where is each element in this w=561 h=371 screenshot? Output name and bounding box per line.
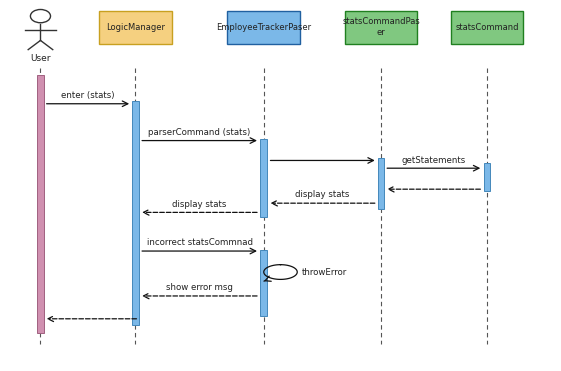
Text: LogicManager: LogicManager [106,23,165,32]
Bar [260,139,268,217]
Bar [344,11,417,44]
Bar [450,11,523,44]
Text: enter (stats): enter (stats) [61,91,114,100]
Bar [484,163,490,191]
Bar [132,101,139,325]
Bar [378,158,384,210]
Text: display stats: display stats [295,190,350,200]
Bar [99,11,172,44]
Text: User: User [30,54,50,63]
Text: EmployeeTrackerPaser: EmployeeTrackerPaser [216,23,311,32]
Text: getStatements: getStatements [402,155,466,164]
Text: show error msg: show error msg [166,283,233,292]
Text: throwError: throwError [302,267,347,276]
Text: statsCommandPas
er: statsCommandPas er [342,17,420,37]
Text: display stats: display stats [172,200,227,209]
Bar [37,75,44,333]
Text: parserCommand (stats): parserCommand (stats) [149,128,251,137]
Text: incorrect statsCommnad: incorrect statsCommnad [146,238,252,247]
Text: statsCommand: statsCommand [456,23,519,32]
Bar [260,250,268,316]
Bar [227,11,300,44]
